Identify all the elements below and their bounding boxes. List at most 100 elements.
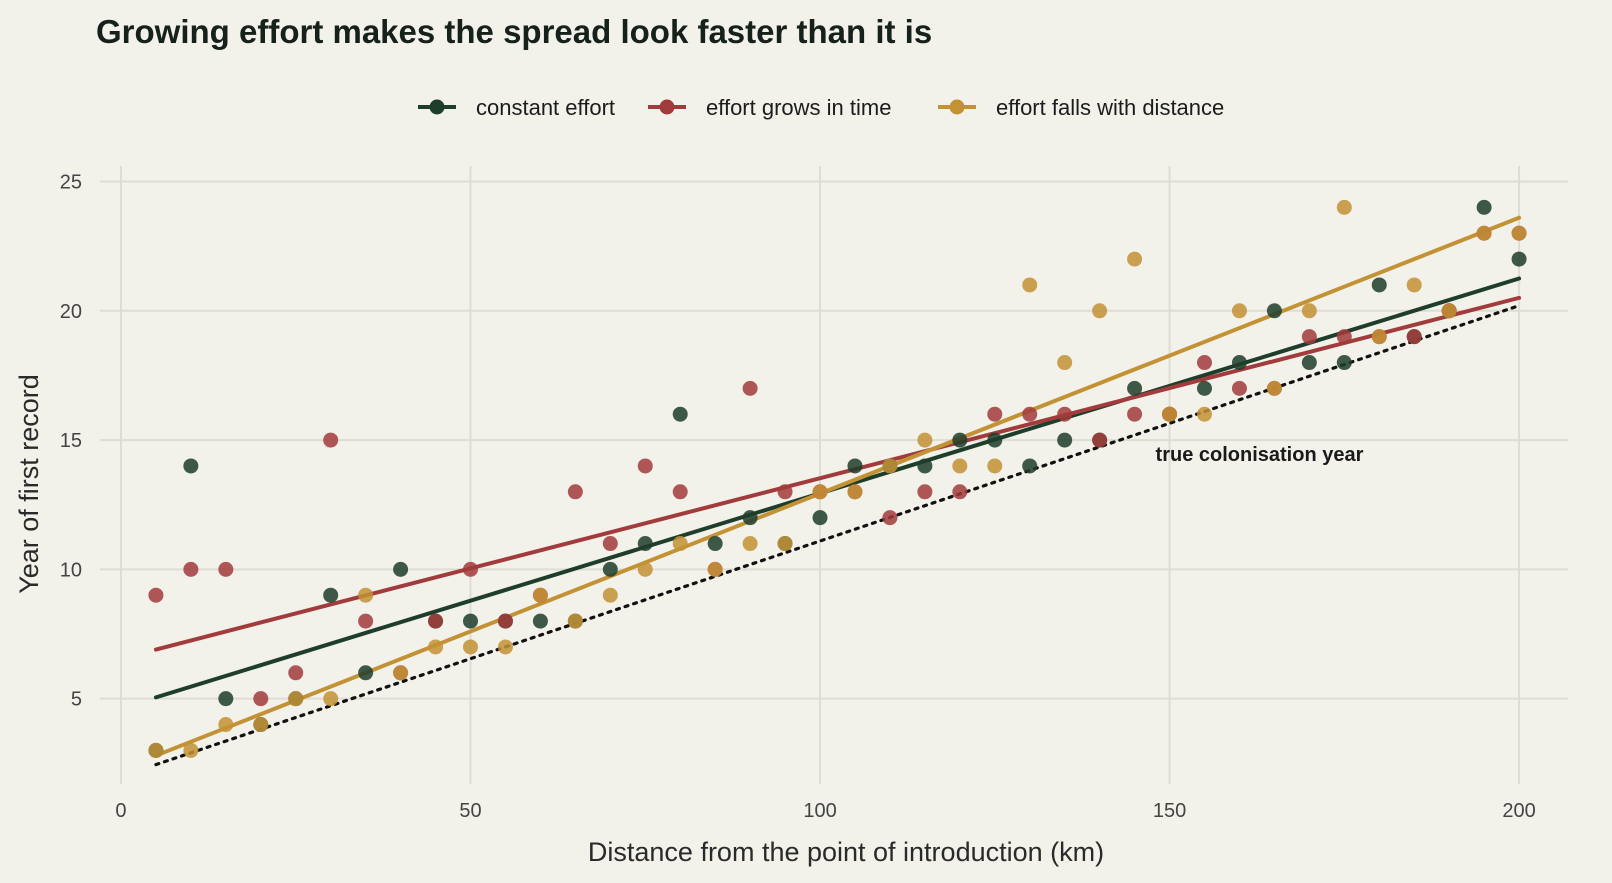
data-points — [148, 199, 1527, 758]
data-point — [567, 613, 583, 629]
data-point — [672, 536, 688, 552]
data-point — [532, 613, 548, 629]
data-point — [672, 406, 688, 422]
data-point — [1301, 355, 1317, 371]
fit-line — [153, 215, 1522, 758]
data-point — [1371, 277, 1387, 293]
data-point — [1301, 303, 1317, 319]
data-point — [1441, 303, 1457, 319]
gridlines — [100, 166, 1568, 784]
data-point — [777, 536, 793, 552]
data-point — [1336, 199, 1352, 215]
data-point — [1196, 355, 1212, 371]
reference-line-label: true colonisation year — [1156, 444, 1364, 466]
data-point — [987, 458, 1003, 474]
data-point — [1057, 432, 1073, 448]
x-tick-label: 150 — [1153, 800, 1186, 822]
data-point — [358, 587, 374, 603]
data-point — [428, 613, 444, 629]
data-point — [323, 691, 339, 707]
data-point — [393, 665, 409, 681]
axis-ticks: 0 50 100 150 200 5 10 15 20 25 — [60, 172, 1536, 822]
y-axis-title: Year of first record — [14, 374, 44, 594]
data-point — [183, 458, 199, 474]
data-point — [1371, 329, 1387, 345]
data-point — [742, 510, 758, 526]
data-point — [288, 691, 304, 707]
data-point — [917, 458, 933, 474]
data-point — [323, 432, 339, 448]
data-point — [253, 691, 269, 707]
reference-line — [154, 304, 1521, 767]
data-point — [1057, 355, 1073, 371]
reference-layer: true colonisation year — [154, 304, 1521, 767]
data-point — [602, 561, 618, 577]
data-point — [1231, 355, 1247, 371]
legend-swatch-dot — [659, 99, 675, 115]
data-point — [882, 510, 898, 526]
y-tick-label: 5 — [71, 689, 82, 711]
data-point — [1476, 199, 1492, 215]
data-point — [917, 432, 933, 448]
data-point — [1266, 380, 1282, 396]
data-point — [637, 458, 653, 474]
fit-lines — [153, 215, 1522, 758]
data-point — [672, 484, 688, 500]
data-point — [707, 536, 723, 552]
data-point — [567, 484, 583, 500]
x-tick-label: 200 — [1502, 800, 1535, 822]
data-point — [428, 639, 444, 655]
data-point — [253, 717, 269, 733]
data-point — [358, 665, 374, 681]
chart-title: Growing effort makes the spread look fas… — [96, 13, 932, 50]
data-point — [532, 587, 548, 603]
data-point — [1231, 380, 1247, 396]
y-tick-label: 10 — [60, 559, 82, 581]
data-point — [1022, 277, 1038, 293]
data-point — [1336, 355, 1352, 371]
data-point — [462, 561, 478, 577]
legend: constant effort effort grows in time effor… — [418, 95, 1224, 120]
data-point — [1092, 303, 1108, 319]
data-point — [742, 536, 758, 552]
data-point — [183, 561, 199, 577]
x-axis-title: Distance from the point of introduction … — [588, 837, 1104, 867]
data-point — [812, 510, 828, 526]
data-point — [917, 484, 933, 500]
data-point — [1092, 432, 1108, 448]
data-point — [1127, 251, 1143, 267]
data-point — [707, 561, 723, 577]
data-point — [288, 665, 304, 681]
data-point — [393, 561, 409, 577]
data-point — [777, 484, 793, 500]
data-point — [497, 613, 513, 629]
data-point — [148, 742, 164, 758]
data-point — [602, 536, 618, 552]
data-point — [1511, 225, 1527, 241]
x-tick-label: 100 — [803, 800, 836, 822]
data-point — [952, 458, 968, 474]
data-point — [148, 587, 164, 603]
data-point — [1511, 251, 1527, 267]
data-point — [1196, 380, 1212, 396]
fit-line — [153, 295, 1522, 652]
data-point — [1476, 225, 1492, 241]
data-point — [637, 561, 653, 577]
legend-label: effort falls with distance — [996, 95, 1224, 120]
data-point — [1336, 329, 1352, 345]
legend-label: effort grows in time — [706, 95, 891, 120]
data-point — [1057, 406, 1073, 422]
y-tick-label: 15 — [60, 430, 82, 452]
data-point — [1162, 406, 1178, 422]
data-point — [987, 406, 1003, 422]
data-point — [1231, 303, 1247, 319]
data-point — [462, 639, 478, 655]
data-point — [358, 613, 374, 629]
data-point — [1406, 277, 1422, 293]
data-point — [952, 432, 968, 448]
data-point — [323, 587, 339, 603]
data-point — [952, 484, 968, 500]
legend-swatch-dot — [429, 99, 445, 115]
data-point — [183, 742, 199, 758]
x-tick-label: 50 — [459, 800, 481, 822]
